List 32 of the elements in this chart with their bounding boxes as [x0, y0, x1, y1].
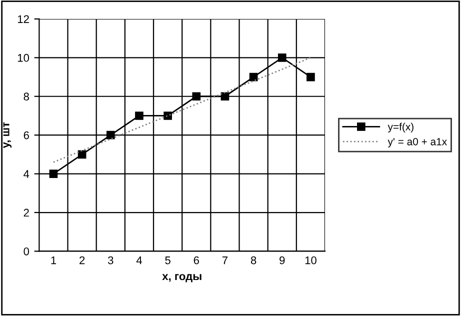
x-tick-label: 7	[222, 256, 228, 264]
point	[249, 72, 258, 82]
point	[192, 92, 201, 101]
y-tick-label: 2	[24, 208, 29, 217]
x-tick-label: 9	[280, 256, 285, 264]
x-tick-label: 6	[194, 256, 199, 264]
y-tick-label: 10	[18, 54, 30, 62]
y-axis-title: y, шт	[3, 122, 12, 148]
x-tick-label: 10	[305, 256, 316, 264]
point	[306, 72, 315, 82]
y-tick-label: 6	[24, 131, 29, 140]
x-axis-title: x, годы	[162, 274, 202, 282]
point	[220, 92, 230, 101]
line-series	[52, 56, 312, 163]
x-tick-label: 1	[51, 256, 56, 264]
point	[135, 112, 144, 120]
point	[49, 170, 58, 178]
point	[106, 130, 115, 140]
legend-label: y' = a0 + a1x	[388, 138, 447, 148]
x-tick-label: 5	[165, 256, 170, 264]
x-tick-label: 2	[80, 256, 85, 264]
legend-label: y=f(x)	[388, 122, 414, 132]
y-tick-label: 12	[18, 15, 29, 23]
y-tick-label: 4	[24, 170, 30, 178]
point	[278, 54, 286, 62]
point	[78, 150, 86, 159]
x-tick-label: 8	[250, 256, 256, 264]
y-tick-label: 0	[24, 247, 30, 256]
y-tick-label: 8	[24, 92, 29, 101]
point	[164, 112, 172, 120]
x-tick-label: 3	[108, 256, 114, 264]
x-tick-label: 4	[136, 256, 142, 264]
